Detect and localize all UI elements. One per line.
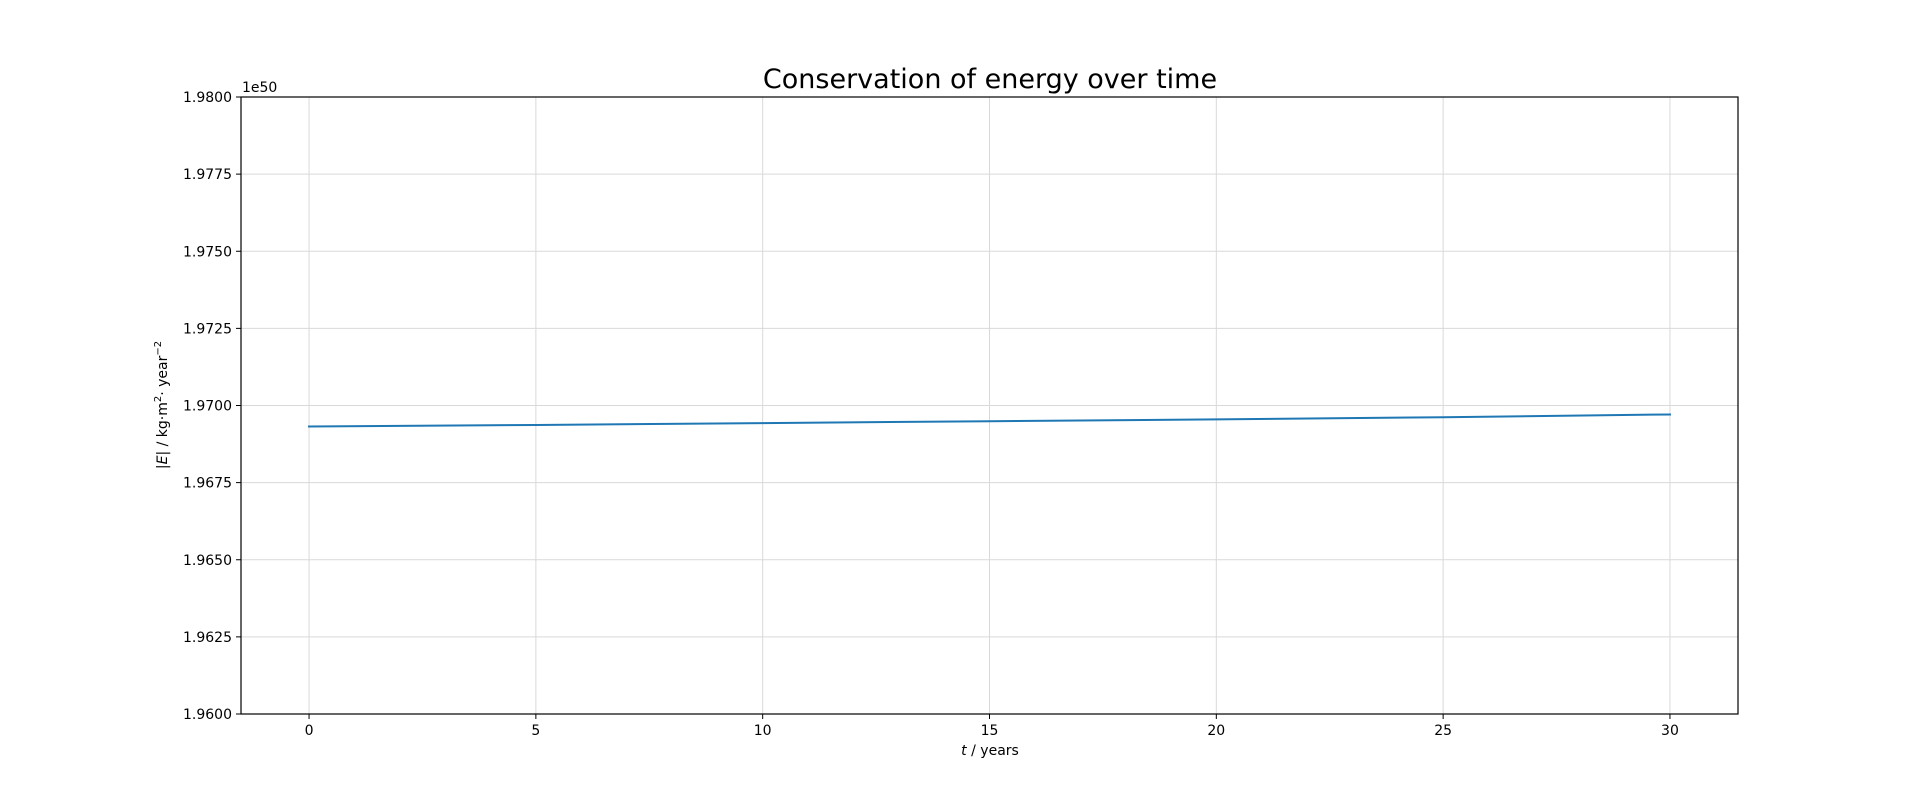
y-tick-label: 1.9800 <box>183 90 232 106</box>
x-tick-label: 30 <box>1661 723 1679 739</box>
y-offset-text: 1e50 <box>242 80 277 96</box>
y-label-prefix: | <box>155 464 171 469</box>
y-tick-label: 1.9750 <box>183 244 232 260</box>
y-tick-label: 1.9600 <box>183 707 232 723</box>
y-label-mid: | / kg·m <box>155 402 171 455</box>
grid-layer <box>241 96 1738 715</box>
x-tick-label: 20 <box>1207 723 1225 739</box>
y-label-italic: E <box>155 455 171 464</box>
y-tick-label: 1.9725 <box>183 321 232 337</box>
x-tick-label: 10 <box>754 723 772 739</box>
chart-title: Conservation of energy over time <box>763 64 1217 95</box>
y-tick-label: 1.9775 <box>183 167 232 183</box>
y-tick-label: 1.9625 <box>183 630 232 646</box>
y-label-sup2: −2 <box>153 341 164 356</box>
x-label-rest: / years <box>967 743 1019 759</box>
y-label-sup1: 2 <box>153 396 164 402</box>
y-tick-label: 1.9675 <box>183 476 232 492</box>
x-tick-label: 25 <box>1434 723 1452 739</box>
x-axis-label: t / years <box>961 743 1019 759</box>
x-tick-label: 5 <box>531 723 540 739</box>
x-tick-label: 15 <box>981 723 999 739</box>
x-tick-label: 0 <box>305 723 314 739</box>
tick-layer: 0 5 10 15 20 25 30 1.9600 1.9625 1.9650 1.9675 1.97… <box>183 90 1679 739</box>
x-label-italic: t <box>961 743 967 759</box>
y-label-mid2: · year <box>155 355 171 395</box>
y-tick-label: 1.9700 <box>183 399 232 415</box>
series-layer <box>308 413 1671 428</box>
series-line <box>308 413 1671 428</box>
y-axis-label: |E| / kg·m2· year−2 <box>153 341 171 469</box>
y-tick-label: 1.9650 <box>183 553 232 569</box>
